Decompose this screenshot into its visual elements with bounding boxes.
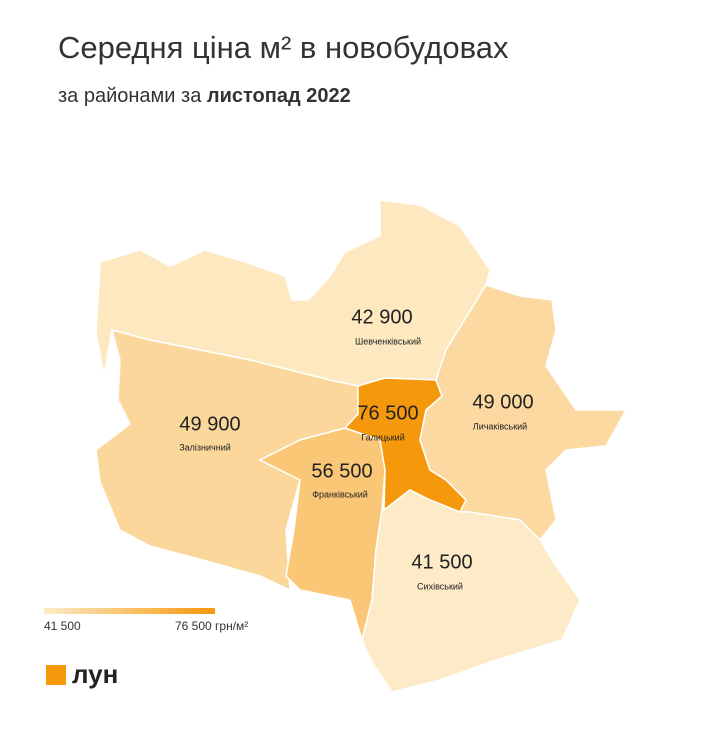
value-label: 56 500 — [311, 460, 372, 482]
map — [95, 199, 628, 693]
district — [95, 328, 359, 592]
region-name: Личаківський — [473, 421, 527, 431]
subtitle-text: за районами за — [58, 85, 202, 107]
legend-max-value: 76 500 — [175, 619, 212, 633]
value-label: 42 900 — [351, 306, 412, 328]
value-label: 49 000 — [472, 391, 533, 413]
region-name: Франківський — [312, 489, 368, 499]
period: листопад 2022 — [207, 85, 351, 107]
legend-unit: грн/м² — [215, 619, 248, 633]
region-name: Галицький — [361, 432, 405, 442]
region-name: Шевченківський — [355, 336, 421, 346]
district — [419, 284, 628, 542]
region-name: Сихівський — [417, 581, 463, 591]
district — [361, 489, 581, 693]
subtitle: за районами за листопад 2022 — [58, 85, 351, 107]
legend-min: 41 500 — [44, 619, 81, 633]
logo-icon — [46, 665, 66, 685]
region-name: Залізничний — [179, 442, 231, 452]
value-label: 76 500 — [357, 402, 418, 424]
legend-max: 76 500 грн/м² — [175, 619, 248, 633]
legend-gradient — [44, 608, 215, 614]
value-label: 49 900 — [179, 413, 240, 435]
logo: лун — [72, 659, 118, 689]
title: Середня ціна м² в новобудовах — [58, 30, 509, 65]
value-label: 41 500 — [411, 551, 472, 573]
